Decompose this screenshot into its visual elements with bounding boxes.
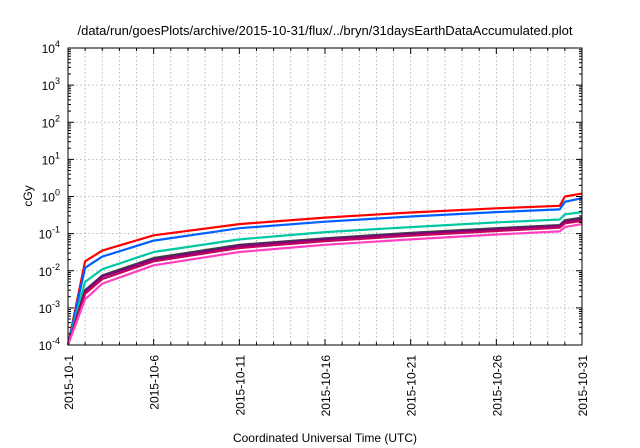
y-tick-label: 102 — [42, 113, 60, 130]
y-tick-label: 10-2 — [39, 262, 60, 279]
chart-title: /data/run/goesPlots/archive/2015-10-31/f… — [77, 23, 572, 38]
y-axis-label: cGy — [21, 185, 35, 206]
grid — [68, 48, 582, 345]
y-tick-label: 101 — [42, 150, 60, 167]
x-tick-label: 2015-10-31 — [576, 355, 590, 417]
ticks: 10-4 10-3 10-2 10-1 100 101 102 103 104 2015-10-1… — [39, 39, 590, 416]
y-tick-label: 10-3 — [39, 299, 60, 316]
x-axis-label: Coordinated Universal Time (UTC) — [233, 431, 417, 445]
series-line-7 — [66, 223, 583, 346]
x-tick-label: 2015-10-11 — [233, 355, 247, 416]
series-line-1 — [66, 192, 583, 346]
x-tick-label: 2015-10-1 — [62, 355, 76, 410]
y-tick-label: 10-4 — [39, 336, 60, 353]
series-line-5 — [66, 218, 583, 346]
series-line-3 — [66, 211, 583, 346]
x-tick-label: 2015-10-6 — [148, 355, 162, 410]
series-group — [66, 192, 583, 346]
x-tick-label: 2015-10-21 — [405, 355, 419, 417]
series-line-6 — [66, 219, 583, 346]
y-tick-label: 103 — [42, 76, 60, 93]
y-tick-label: 100 — [42, 188, 60, 205]
x-tick-label: 2015-10-16 — [319, 355, 333, 417]
x-tick-label: 2015-10-26 — [490, 355, 504, 417]
y-tick-label: 10-1 — [39, 225, 60, 242]
series-line-2 — [66, 197, 583, 346]
y-tick-label: 104 — [42, 39, 60, 56]
